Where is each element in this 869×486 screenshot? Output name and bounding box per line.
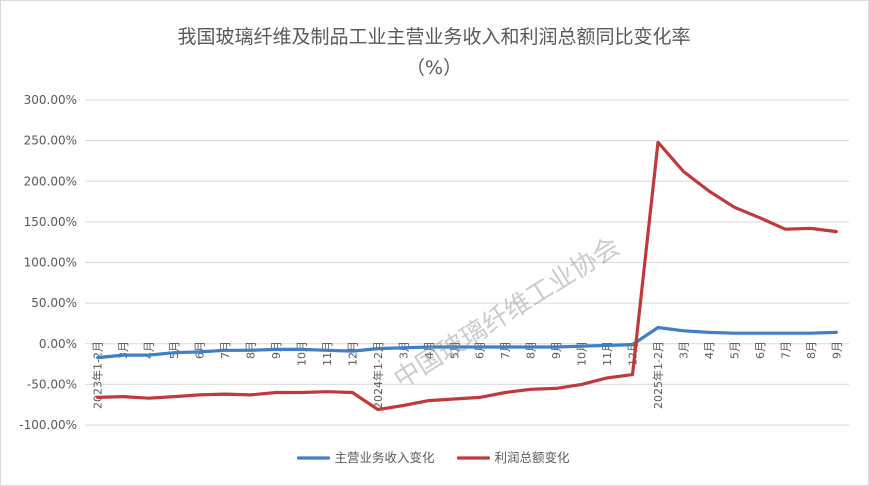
- x-tick-label: 9月: [550, 341, 563, 359]
- x-tick-label: 9月: [830, 341, 843, 359]
- gridlines: [85, 99, 849, 426]
- x-tick-label: 7月: [779, 341, 792, 359]
- y-tick-label: 200.00%: [24, 174, 77, 188]
- watermark-text: 中国玻璃纤维工业协会: [389, 232, 625, 395]
- x-tick-label: 4月: [703, 341, 716, 359]
- x-tick-label: 7月: [499, 341, 512, 359]
- x-tick-label: 5月: [728, 341, 741, 359]
- x-tick-label: 5月: [168, 341, 181, 359]
- series-line-1: [96, 140, 838, 412]
- x-tick-label: 11月: [321, 341, 334, 366]
- y-tick-label: 50.00%: [31, 296, 77, 310]
- x-tick-label: 10月: [295, 341, 308, 366]
- x-tick-label: 3月: [397, 341, 410, 359]
- x-tick-label: 6月: [754, 341, 767, 359]
- chart-subtitle: （%）: [406, 57, 462, 79]
- y-tick-label: -100.00%: [19, 418, 77, 432]
- chart-title: 我国玻璃纤维及制品工业主营业务收入和利润总额同比变化率: [177, 26, 690, 48]
- x-tick-label: 8月: [525, 341, 538, 359]
- legend-label-1: 利润总额变化: [495, 450, 571, 465]
- series-lines: [96, 140, 838, 412]
- x-tick-label: 11月: [601, 341, 614, 366]
- x-tick-label: 2025年1-2月: [651, 341, 665, 409]
- series-line-0: [96, 325, 838, 360]
- x-tick-label: 6月: [194, 341, 207, 359]
- x-tick-label: 3月: [677, 341, 690, 359]
- x-tick-label: 12月: [346, 341, 359, 366]
- y-tick-label: -50.00%: [27, 377, 77, 391]
- x-tick-label: 8月: [805, 341, 818, 359]
- y-tick-label: 250.00%: [24, 134, 77, 148]
- x-tick-label: 2024年1-2月: [371, 341, 385, 409]
- legend-label-0: 主营业务收入变化: [335, 450, 436, 465]
- y-tick-label: 100.00%: [24, 256, 77, 270]
- y-axis-ticks: 300.00% 250.00% 200.00% 150.00% 100.00% 50.00…: [19, 93, 77, 432]
- y-tick-label: 0.00%: [39, 337, 77, 351]
- legend: 主营业务收入变化 利润总额变化: [296, 450, 571, 465]
- y-tick-label: 150.00%: [24, 215, 77, 229]
- y-tick-label: 300.00%: [24, 93, 77, 107]
